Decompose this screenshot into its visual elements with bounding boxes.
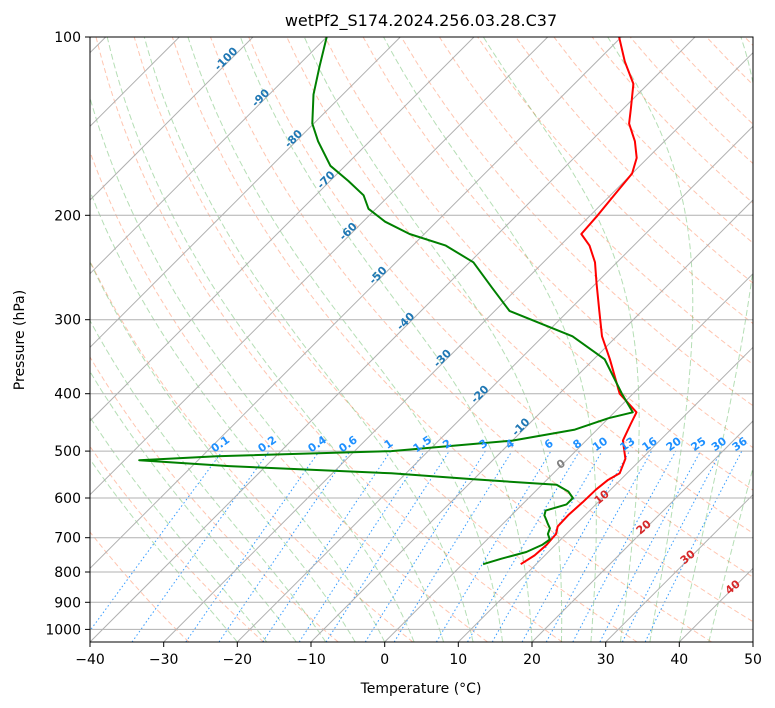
moist-adiabat <box>383 37 597 642</box>
moist-adiabat <box>607 37 694 642</box>
plot-frame <box>89 36 754 643</box>
moist-adiabat <box>187 37 503 642</box>
dry-adiabat <box>95 37 563 642</box>
chart-title: wetPf2_S174.2024.256.03.28.C37 <box>285 11 557 31</box>
dry-adiabat <box>90 531 190 642</box>
moist-adiabat <box>90 416 268 642</box>
mixing-ratio-line <box>644 450 743 642</box>
dry-adiabat <box>90 150 488 642</box>
moist-adiabat <box>106 37 445 642</box>
y-tick-label: 400 <box>54 387 81 403</box>
moist-adiabat <box>90 260 356 642</box>
y-tick-label: 100 <box>54 30 81 46</box>
isotherm <box>384 272 753 642</box>
mixing-ratio-line <box>545 450 653 642</box>
x-tick-label: 20 <box>523 652 541 668</box>
dry-adiabat <box>90 445 264 642</box>
profile-series <box>138 37 638 566</box>
y-tick-label: 600 <box>54 491 81 507</box>
dry-adiabat <box>248 37 753 578</box>
y-tick-label: 200 <box>54 208 81 224</box>
isotherm <box>90 37 475 422</box>
mixing-ratio-line <box>218 450 351 642</box>
y-tick-label: 1000 <box>45 622 81 638</box>
x-tick-label: −20 <box>223 652 253 668</box>
mixing-ratio-line <box>521 450 630 642</box>
x-axis-title: Temperature (°C) <box>360 681 482 697</box>
isotherm <box>163 51 753 642</box>
dry-adiabat <box>400 37 753 407</box>
isotherm <box>531 420 753 642</box>
x-tick-label: −40 <box>75 652 105 668</box>
y-tick-label: 500 <box>54 444 81 460</box>
isotherm <box>310 199 753 642</box>
mixing-ratio-line <box>393 450 513 642</box>
y-axis-title: Pressure (hPa) <box>12 290 28 390</box>
moist-adiabat <box>143 37 474 642</box>
dewpoint-line <box>138 37 634 566</box>
dry-adiabat <box>324 37 753 491</box>
x-tick-label: 50 <box>744 652 762 668</box>
plot-background <box>90 37 753 642</box>
dry-adiabat <box>171 37 712 642</box>
isotherm <box>752 641 753 642</box>
isotherm <box>90 37 401 349</box>
x-tick-label: −30 <box>149 652 179 668</box>
mixing-ratio-line <box>572 450 677 642</box>
mixing-ratio-line <box>90 450 223 632</box>
mixing-ratio-line <box>185 450 320 642</box>
moist-adiabat <box>90 458 238 642</box>
x-tick-label: 0 <box>380 652 389 668</box>
isotherm <box>605 493 753 642</box>
y-tick-label: 800 <box>54 565 81 581</box>
isotherm <box>236 125 753 642</box>
isotherm <box>90 37 328 275</box>
temperature-line <box>520 37 638 566</box>
y-tick-label: 900 <box>54 595 81 611</box>
y-tick-label: 300 <box>54 313 81 329</box>
mixing-ratio-line <box>325 450 450 642</box>
isotherm <box>90 37 549 496</box>
x-tick-label: 40 <box>670 652 688 668</box>
dry-adiabat <box>90 356 339 642</box>
mixing-ratio-line <box>262 450 392 642</box>
isotherm <box>90 37 622 570</box>
y-tick-label: 700 <box>54 531 81 547</box>
isotherm <box>90 37 254 201</box>
isotherm <box>457 346 753 642</box>
axis-ticks: −40 −30 −20 −10 0 10 20 30 40 50 100 200 300 400 500 60… <box>45 30 762 668</box>
mixing-ratio-line <box>298 450 425 642</box>
moist-adiabat <box>303 37 563 642</box>
moist-adiabat <box>678 37 753 642</box>
dry-adiabat <box>515 37 753 284</box>
moist-adiabat <box>482 37 640 642</box>
dry-adiabat <box>133 37 638 642</box>
x-tick-label: −10 <box>296 652 326 668</box>
grid <box>90 37 753 642</box>
moist-adiabat <box>239 37 533 642</box>
moist-adiabat <box>90 189 386 642</box>
dry-adiabat <box>438 37 753 366</box>
moist-adiabat <box>90 370 297 642</box>
isotherm <box>90 37 696 642</box>
x-tick-label: 30 <box>597 652 615 668</box>
mixing-ratio-line <box>131 450 270 642</box>
x-tick-label: 10 <box>449 652 467 668</box>
